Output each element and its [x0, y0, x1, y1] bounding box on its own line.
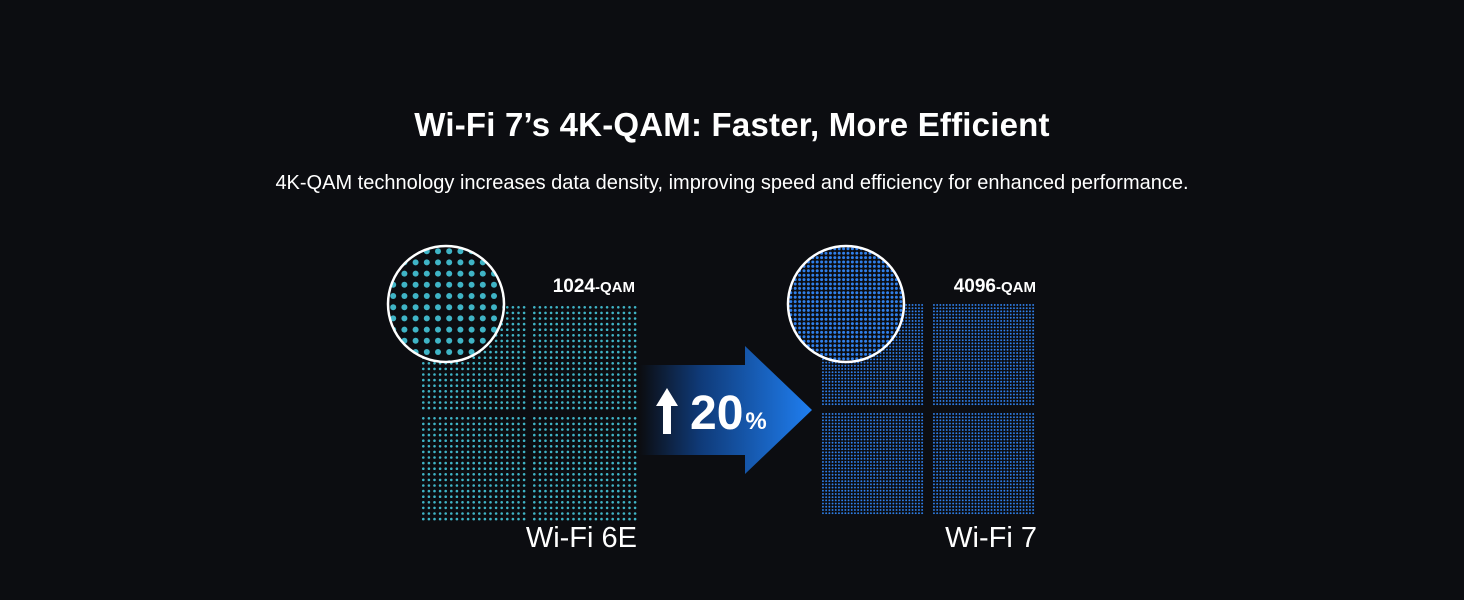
- wifi7-name: Wi-Fi 7: [945, 522, 1037, 554]
- wifi7-qam-label: 4096-QAM: [816, 276, 1036, 298]
- page-title: Wi-Fi 7’s 4K-QAM: Faster, More Efficient: [414, 106, 1050, 143]
- up-arrow-icon: [656, 388, 678, 434]
- increase-value: 20: [690, 387, 744, 440]
- increase-unit: %: [745, 408, 767, 435]
- wifi6e-magnifier: [386, 244, 506, 364]
- wifi6e-qam-suffix: -QAM: [595, 279, 635, 296]
- increase-arrow-shape: [640, 346, 812, 474]
- wifi7-qam-suffix: -QAM: [996, 279, 1036, 296]
- wifi7-qam-number: 4096: [953, 276, 996, 297]
- wifi7-magnifier: [786, 244, 906, 364]
- wifi6e-name: Wi-Fi 6E: [525, 522, 637, 554]
- wifi6e-qam-label: 1024-QAM: [415, 276, 635, 298]
- increase-percent: 20%: [690, 386, 767, 441]
- page-subtitle: 4K-QAM technology increases data density…: [275, 172, 1189, 194]
- wifi6e-qam-number: 1024: [552, 276, 595, 297]
